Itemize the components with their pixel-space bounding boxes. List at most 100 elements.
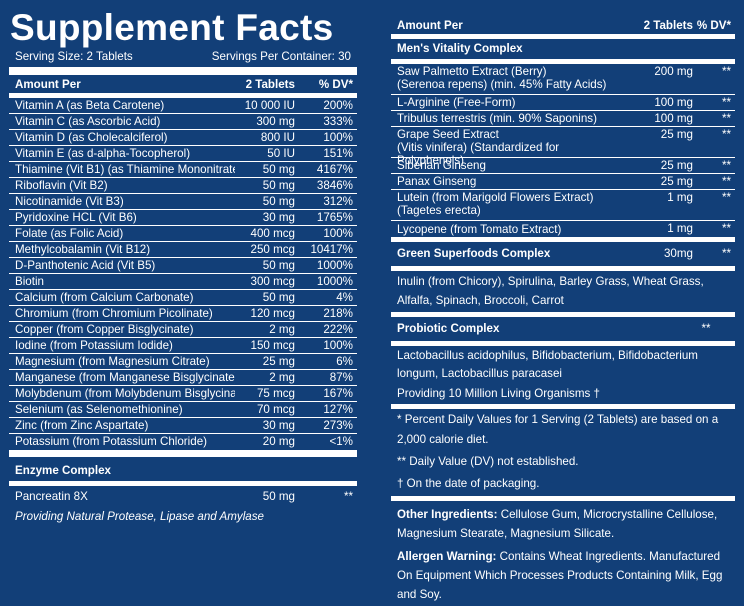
nutrient-amount: 50 mg	[262, 258, 295, 272]
enzyme-amount: 50 mg	[262, 490, 295, 503]
nutrient-row: Vitamin E (as d-alpha-Tocopherol) 50 IU 15…	[9, 146, 357, 162]
vitality-amount: 25 mg	[660, 128, 693, 141]
thick-divider	[391, 341, 735, 346]
nutrient-name: Manganese (from Manganese Bisglycinate)	[15, 370, 235, 384]
header-tablets: 2 Tablets	[245, 77, 295, 91]
nutrient-amount: 250 mcg	[250, 242, 295, 256]
nutrient-row: Nicotinamide (Vit B3) 50 mg 312%	[9, 194, 357, 210]
vitality-list: Saw Palmetto Extract (Berry) (Serenoa rep…	[391, 64, 735, 237]
green-superfoods-title: Green Superfoods Complex	[397, 247, 551, 260]
nutrient-name: Calcium (from Calcium Carbonate)	[15, 290, 194, 304]
vitality-name-line1: Lutein (from Marigold Flowers Extract)	[397, 191, 594, 204]
nutrient-name: Vitamin E (as d-alpha-Tocopherol)	[15, 146, 191, 160]
supplement-facts-right-panel: Amount Per 2 Tablets % DV* Men's Vitalit…	[391, 0, 735, 601]
vitality-dv: **	[721, 111, 731, 125]
table-header: Amount Per 2 Tablets % DV*	[391, 16, 735, 34]
vitality-row: Lycopene (from Tomato Extract) 1 mg **	[391, 221, 735, 237]
nutrient-row: Riboflavin (Vit B2) 50 mg 3846%	[9, 178, 357, 194]
green-superfoods-dv: **	[721, 247, 731, 260]
green-superfoods-amount: 30mg	[663, 247, 693, 260]
vitality-row: Grape Seed Extract (Vitis vinifera) (Stan…	[391, 127, 735, 167]
vitality-name-line1: L-Arginine (Free-Form)	[397, 96, 516, 109]
nutrient-dv: 100%	[323, 130, 353, 144]
thick-divider	[9, 450, 357, 457]
nutrient-dv: 100%	[323, 226, 353, 240]
header-tablets: 2 Tablets	[643, 18, 693, 32]
servings-per-container: Servings Per Container: 30	[211, 50, 351, 63]
probiotic-desc: Lactobacillus acidophilus, Bifidobacteri…	[397, 349, 698, 380]
nutrient-name: Potassium (from Potassium Chloride)	[15, 435, 207, 448]
nutrient-amount: 50 mg	[262, 178, 295, 192]
enzyme-dv: **	[343, 490, 353, 503]
other-ingredients-label: Other Ingredients:	[397, 508, 498, 521]
probiotic-title: Probiotic Complex	[397, 322, 500, 335]
nutrient-dv: 273%	[323, 418, 353, 432]
other-ingredients-text: Cellulose Gum, Microcrystalline Cellulos…	[397, 508, 718, 540]
allergen-warning: Allergen Warning: Contains Wheat Ingredi…	[391, 545, 735, 606]
nutrient-dv: 4167%	[316, 162, 353, 176]
vitality-dv: **	[721, 128, 731, 141]
thick-divider	[391, 237, 735, 242]
header-amount-per: Amount Per	[15, 77, 81, 91]
nutrient-amount: 30 mg	[262, 210, 295, 224]
vitality-complex-title: Men's Vitality Complex	[397, 42, 523, 55]
vitality-name-line1: Panax Ginseng	[397, 175, 477, 188]
nutrient-name: Thiamine (Vit B1) (as Thiamine Mononitra…	[15, 162, 235, 176]
vitality-dv: **	[721, 158, 731, 172]
nutrient-amount: 50 mg	[262, 194, 295, 208]
vitality-amount: 100 mg	[654, 95, 693, 109]
nutrient-dv: 1000%	[316, 258, 353, 272]
enzyme-note: Providing Natural Protease, Lipase and A…	[15, 510, 264, 523]
nutrient-name: Riboflavin (Vit B2)	[15, 178, 108, 192]
vitality-name-line2: (Vitis vinifera) (Standardized for Polyp…	[397, 141, 560, 167]
nutrient-amount: 50 mg	[262, 290, 295, 304]
nutrient-name: Copper (from Copper Bisglycinate)	[15, 322, 194, 336]
nutrient-amount: 10 000 IU	[244, 98, 295, 112]
nutrient-row: D-Panthotenic Acid (Vit B5) 50 mg 1000%	[9, 258, 357, 274]
nutrient-row: Biotin 300 mcg 1000%	[9, 274, 357, 290]
nutrient-dv: 3846%	[316, 178, 353, 192]
nutrient-dv: 10417%	[310, 242, 353, 256]
vitality-amount: 1 mg	[667, 222, 693, 235]
serving-size: Serving Size: 2 Tablets	[15, 50, 133, 63]
vitality-row: L-Arginine (Free-Form) 100 mg **	[391, 95, 735, 111]
nutrient-row: Selenium (as Selenomethionine) 70 mcg 127%	[9, 402, 357, 418]
vitality-amount: 100 mg	[654, 111, 693, 125]
nutrient-amount: 300 mg	[256, 114, 295, 128]
nutrient-amount: 2 mg	[269, 322, 295, 336]
vitality-dv: **	[721, 95, 731, 109]
nutrient-amount: 150 mcg	[250, 338, 295, 352]
vitality-name-line1: Grape Seed Extract	[397, 128, 499, 141]
nutrient-name: Folate (as Folic Acid)	[15, 226, 124, 240]
nutrient-amount: 70 mcg	[256, 402, 295, 416]
nutrient-amount: 120 mcg	[250, 306, 295, 320]
vitality-name: Siberian Ginseng	[397, 159, 623, 172]
vitality-name: Panax Ginseng	[397, 175, 623, 188]
nutrient-amount: 800 IU	[260, 130, 295, 144]
nutrient-dv: 127%	[323, 402, 353, 416]
nutrient-row: Zinc (from Zinc Aspartate) 30 mg 273%	[9, 418, 357, 434]
nutrient-row: Magnesium (from Magnesium Citrate) 25 mg 6…	[9, 354, 357, 370]
thick-divider	[391, 59, 735, 64]
probiotic-providing: Providing 10 Million Living Organisms †	[397, 387, 600, 400]
thick-divider	[391, 404, 735, 409]
nutrient-dv: 6%	[336, 354, 353, 368]
vitality-dv: **	[721, 174, 731, 188]
nutrient-dv: 218%	[323, 306, 353, 320]
vitality-name: Tribulus terrestris (min. 90% Saponins)	[397, 112, 623, 125]
header-dv: % DV*	[696, 18, 731, 32]
nutrient-dv: 4%	[336, 290, 353, 304]
nutrient-amount: 50 mg	[262, 162, 295, 176]
vitality-amount: 25 mg	[660, 158, 693, 172]
vitality-dv: **	[721, 191, 731, 204]
nutrient-name: Zinc (from Zinc Aspartate)	[15, 418, 149, 432]
vitality-amount: 25 mg	[660, 174, 693, 188]
nutrient-row: Potassium (from Potassium Chloride) 20 mg…	[9, 434, 357, 450]
vitality-name: Grape Seed Extract (Vitis vinifera) (Stan…	[397, 128, 623, 167]
vitality-amount: 200 mg	[654, 65, 693, 78]
header-amount-per: Amount Per	[397, 18, 463, 32]
vitality-name-line1: Lycopene (from Tomato Extract)	[397, 222, 562, 236]
nutrient-amount: 50 IU	[267, 146, 295, 160]
nutrient-dv: 167%	[323, 386, 353, 400]
nutrient-name: Pyridoxine HCL (Vit B6)	[15, 210, 137, 224]
